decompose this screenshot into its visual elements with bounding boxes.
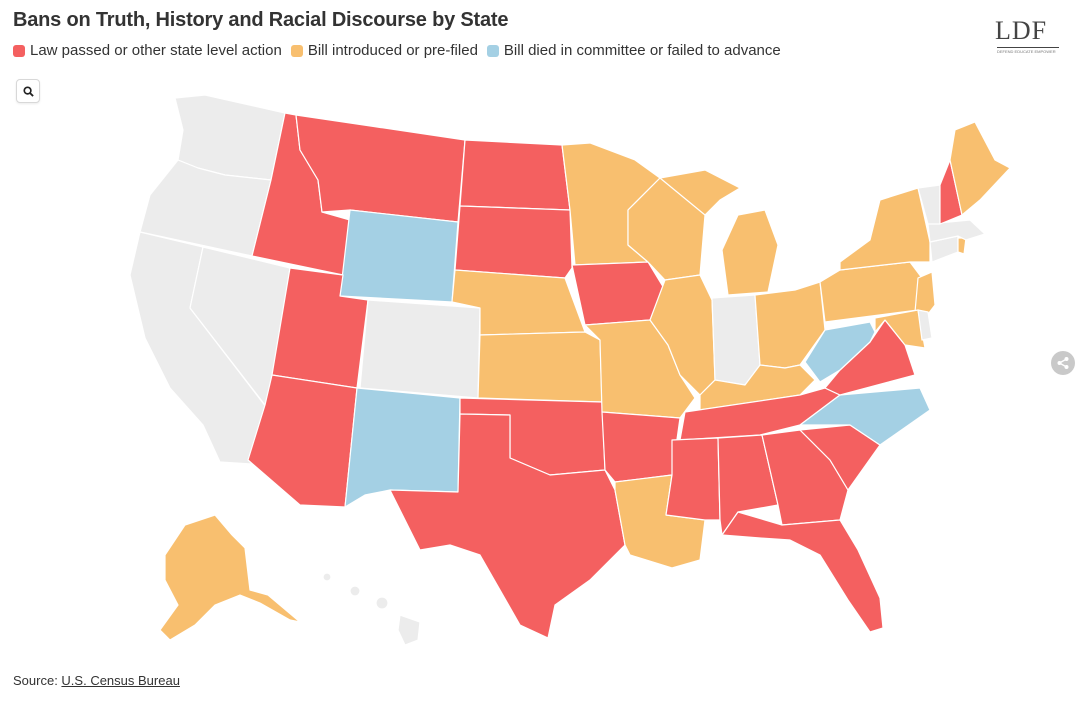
state-HI[interactable] (322, 572, 421, 646)
state-RI[interactable] (957, 237, 967, 255)
state-ME[interactable] (949, 121, 1011, 216)
state-SC[interactable] (799, 424, 881, 491)
state-NH[interactable] (939, 159, 963, 225)
legend-swatch-bill (290, 44, 303, 57)
state-MI[interactable] (659, 169, 779, 296)
legend-label-bill: Bill introduced or pre-filed (307, 42, 478, 59)
legend-label-died: Bill died in committee or failed to adva… (503, 42, 781, 59)
state-ND[interactable] (459, 139, 571, 211)
share-icon (1057, 357, 1069, 369)
search-button[interactable] (16, 79, 40, 103)
source-prefix: Source: (13, 673, 62, 688)
state-KS[interactable] (477, 331, 603, 403)
legend-item-died[interactable]: Bill died in committee or failed to adva… (486, 42, 781, 59)
legend-swatch-died (486, 44, 499, 57)
legend: Law passed or other state level action B… (13, 42, 790, 59)
state-SD[interactable] (454, 205, 573, 279)
state-WY[interactable] (339, 209, 459, 303)
state-MS[interactable] (665, 437, 721, 521)
state-AK[interactable] (159, 514, 301, 641)
hawaii-island-maui (375, 596, 389, 610)
state-FL[interactable] (721, 511, 884, 633)
hawaii-island-kauai (322, 572, 332, 582)
logo-subtitle: DEFEND EDUCATE EMPOWER (997, 49, 1056, 54)
state-WV[interactable] (804, 321, 876, 383)
source-note: Source: U.S. Census Bureau (13, 673, 180, 688)
magnifier-icon (22, 85, 34, 97)
legend-item-law[interactable]: Law passed or other state level action (13, 42, 282, 59)
state-CO[interactable] (359, 299, 481, 399)
state-MT[interactable] (295, 114, 466, 223)
state-DE[interactable] (917, 309, 933, 341)
legend-label-law: Law passed or other state level action (30, 42, 282, 59)
hawaii-island-big (397, 614, 421, 646)
source-link[interactable]: U.S. Census Bureau (61, 673, 180, 688)
legend-swatch-law (13, 44, 25, 57)
state-NM[interactable] (344, 387, 461, 508)
state-MA[interactable] (927, 219, 986, 243)
state-TX[interactable] (389, 413, 626, 639)
state-AR[interactable] (601, 411, 681, 483)
map-title: Bans on Truth, History and Racial Discou… (13, 9, 509, 31)
logo-underline (997, 47, 1059, 48)
state-NY[interactable] (839, 187, 931, 271)
hawaii-island-oahu (349, 585, 361, 597)
share-button[interactable] (1051, 351, 1075, 375)
state-IN[interactable] (711, 294, 761, 386)
logo-text: LDF (995, 16, 1048, 45)
legend-item-bill[interactable]: Bill introduced or pre-filed (290, 42, 478, 59)
ldf-logo: LDF DEFEND EDUCATE EMPOWER (995, 18, 1065, 54)
